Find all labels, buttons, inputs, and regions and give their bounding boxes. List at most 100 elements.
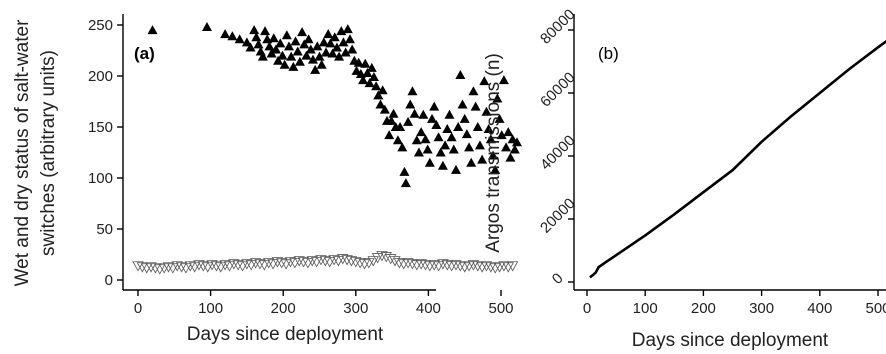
panel-a-open-triangle-point xyxy=(441,260,453,271)
panel-a-filled-triangle-point xyxy=(325,38,336,48)
panel-b-y-tick-label: 0 xyxy=(549,270,567,288)
panel-a-filled-triangle-point xyxy=(279,59,290,69)
panel-a-open-triangle-point xyxy=(315,255,327,266)
panel-a-filled-triangle-point xyxy=(277,50,288,60)
panel-a-open-triangle-point xyxy=(293,256,305,267)
panel-a-open-triangle-point xyxy=(398,259,410,270)
panel-a-open-triangle-point xyxy=(402,258,414,269)
panel-a-filled-triangle-point xyxy=(253,39,264,49)
panel-a-open-triangle-point xyxy=(141,263,153,274)
panel-a-filled-triangle-point xyxy=(307,54,318,64)
panel-a-open-triangle-point xyxy=(132,261,144,272)
panel-a-y-tick-label: 100 xyxy=(88,170,113,187)
panel-a-label: (a) xyxy=(134,44,155,63)
panel-a-filled-triangle-point xyxy=(494,113,505,123)
panel-a-filled-triangle-point xyxy=(418,109,429,119)
panel-a-filled-triangle-point xyxy=(392,135,403,145)
panel-a-open-triangle-point xyxy=(445,261,458,272)
panel-a-y-tick-label: 0 xyxy=(105,272,113,289)
panel-a-filled-triangle-point xyxy=(474,140,485,150)
panel-a-open-triangle-point xyxy=(476,262,488,273)
panel-a-y-tick-label: 200 xyxy=(88,68,113,85)
panel-a-filled-triangle-point xyxy=(411,135,422,145)
panel-a-filled-triangle-point xyxy=(340,47,351,57)
panel-a-open-triangle-point xyxy=(188,262,201,273)
panel-a-open-triangle-point xyxy=(167,263,179,274)
panel-a-filled-triangle-point xyxy=(490,164,501,174)
panel-a-x-axis-title: Days since deployment xyxy=(187,324,384,345)
panel-a-open-triangle-point xyxy=(136,262,149,273)
panel-a-open-triangle-point xyxy=(506,261,519,272)
panel-a-open-triangle-point xyxy=(428,260,440,271)
panel-a-filled-triangle-point xyxy=(407,86,418,96)
panel-b-x-tick-label: 0 xyxy=(583,300,591,317)
panel-a-open-triangle-point xyxy=(149,263,162,274)
panel-b-x-tick-label: 500 xyxy=(865,300,886,317)
panel-a-filled-triangle-point xyxy=(492,93,503,103)
panel-a-y-tick-label: 50 xyxy=(96,221,113,238)
panel-a-open-triangle-point xyxy=(472,261,484,272)
panel-a-open-triangle-point xyxy=(328,255,340,266)
panel-a-x-tick-label: 300 xyxy=(343,300,368,317)
panel-a-filled-triangle-point xyxy=(509,144,520,154)
panel-a-filled-triangle-point xyxy=(429,101,440,111)
panel-b-x-tick-label: 400 xyxy=(807,300,832,317)
panel-a-open-triangle-point xyxy=(197,261,210,272)
panel-a-open-triangle-point xyxy=(467,260,480,271)
panel-a-open-triangle-point xyxy=(245,260,257,271)
panel-a-open-triangle-point xyxy=(219,260,231,271)
panel-a-filled-triangle-point xyxy=(422,144,433,154)
panel-a-open-triangle-point xyxy=(319,256,331,267)
panel-a-open-triangle-point xyxy=(162,262,175,273)
panel-a-filled-triangle-point xyxy=(375,99,386,109)
panel-a-filled-triangle-point xyxy=(284,41,295,51)
panel-a-filled-triangle-point xyxy=(377,85,388,95)
panel-a-filled-triangle-point xyxy=(511,137,522,147)
panel-a-open-triangle-point xyxy=(459,262,471,273)
panel-a-open-triangle-point xyxy=(223,261,236,272)
panel-a-filled-triangle-point xyxy=(281,30,292,40)
panel-a-open-triangle-point xyxy=(389,256,401,267)
panel-a-filled-triangle-point xyxy=(455,69,466,79)
panel-a-filled-triangle-point xyxy=(329,32,340,42)
panel-a-filled-triangle-point xyxy=(290,36,301,46)
panel-a-filled-triangle-point xyxy=(227,31,238,41)
panel-b-x-tick-label: 100 xyxy=(633,300,658,317)
panel-a-filled-triangle-point xyxy=(413,147,424,157)
panel-a-open-triangle-point xyxy=(380,252,392,263)
panel-a-open-triangle-point xyxy=(411,260,423,271)
panel-a-open-triangle-point xyxy=(215,262,227,273)
panel-a-x-tick-label: 400 xyxy=(416,300,441,317)
panel-a-filled-triangle-point xyxy=(466,157,477,167)
panel-a-open-triangle-point xyxy=(498,261,510,272)
panel-a-filled-triangle-point xyxy=(312,41,323,51)
panel-a-open-triangle-point xyxy=(202,262,214,273)
panel-a-filled-triangle-point xyxy=(368,72,379,82)
panel-a-filled-triangle-point xyxy=(459,113,470,123)
panel-a-open-triangle-point xyxy=(267,259,279,270)
panel-a-filled-triangle-point xyxy=(257,51,268,61)
panel-a-filled-triangle-point xyxy=(314,51,325,61)
panel-a-open-triangle-point xyxy=(284,257,297,268)
panel-a-filled-triangle-point xyxy=(444,109,455,119)
panel-a-open-triangle-point xyxy=(289,258,301,269)
panel-a-filled-triangle-point xyxy=(273,55,284,65)
panel-a-filled-triangle-point xyxy=(331,42,342,52)
panel-a-filled-triangle-point xyxy=(251,32,262,42)
panel-a-filled-triangle-point xyxy=(318,37,329,47)
panel-a-open-triangle-point xyxy=(210,261,223,272)
panel-a-filled-triangle-point xyxy=(437,160,448,170)
panel-a-filled-triangle-point xyxy=(288,61,299,71)
panel-a-open-triangle-point xyxy=(171,261,183,272)
panel-a-open-triangle-point xyxy=(480,261,493,272)
panel-a-open-triangle-point xyxy=(454,261,467,272)
panel-a-filled-triangle-point xyxy=(360,58,371,68)
panel-a-open-triangle-point xyxy=(193,260,205,271)
panel-a-open-triangle-point xyxy=(249,258,262,269)
panel-a-open-triangle-point xyxy=(280,259,292,270)
panel-b-line: 0 20000 40000 60000 80000 0 100 200 300 400 500 (… xyxy=(483,6,886,351)
panel-a-filled-triangle-point xyxy=(386,115,397,125)
panel-a-filled-triangle-point xyxy=(310,64,321,74)
panel-b-y-tick-label: 60000 xyxy=(537,69,579,111)
